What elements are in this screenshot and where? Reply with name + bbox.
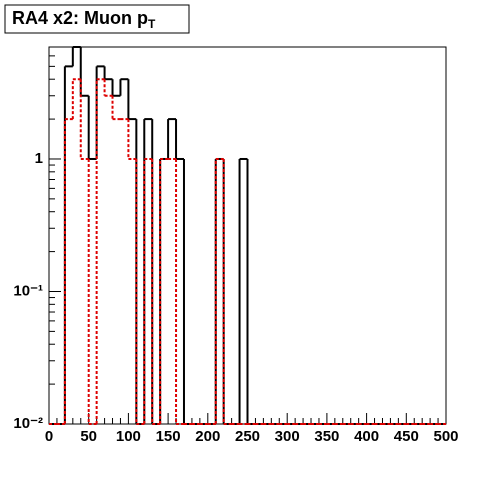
x-tick-label: 350 <box>314 428 339 445</box>
x-tick-label: 500 <box>433 428 458 445</box>
x-tick-label: 150 <box>156 428 181 445</box>
chart-title: RA4 x2: Muon pT <box>12 8 156 31</box>
y-tick-label: 1 <box>35 150 43 167</box>
title-sub: T <box>148 17 156 31</box>
y-tick-label: 10⁻² <box>13 415 43 432</box>
x-tick-label: 0 <box>45 428 53 445</box>
x-tick-label: 100 <box>116 428 141 445</box>
x-tick-label: 450 <box>394 428 419 445</box>
y-tick-label: 10⁻¹ <box>13 282 43 299</box>
x-tick-label: 400 <box>354 428 379 445</box>
title-box <box>4 4 190 34</box>
x-tick-label: 200 <box>195 428 220 445</box>
title-text: RA4 x2: Muon p <box>12 8 148 28</box>
x-tick-label: 250 <box>235 428 260 445</box>
x-tick-label: 50 <box>80 428 97 445</box>
x-tick-label: 300 <box>275 428 300 445</box>
